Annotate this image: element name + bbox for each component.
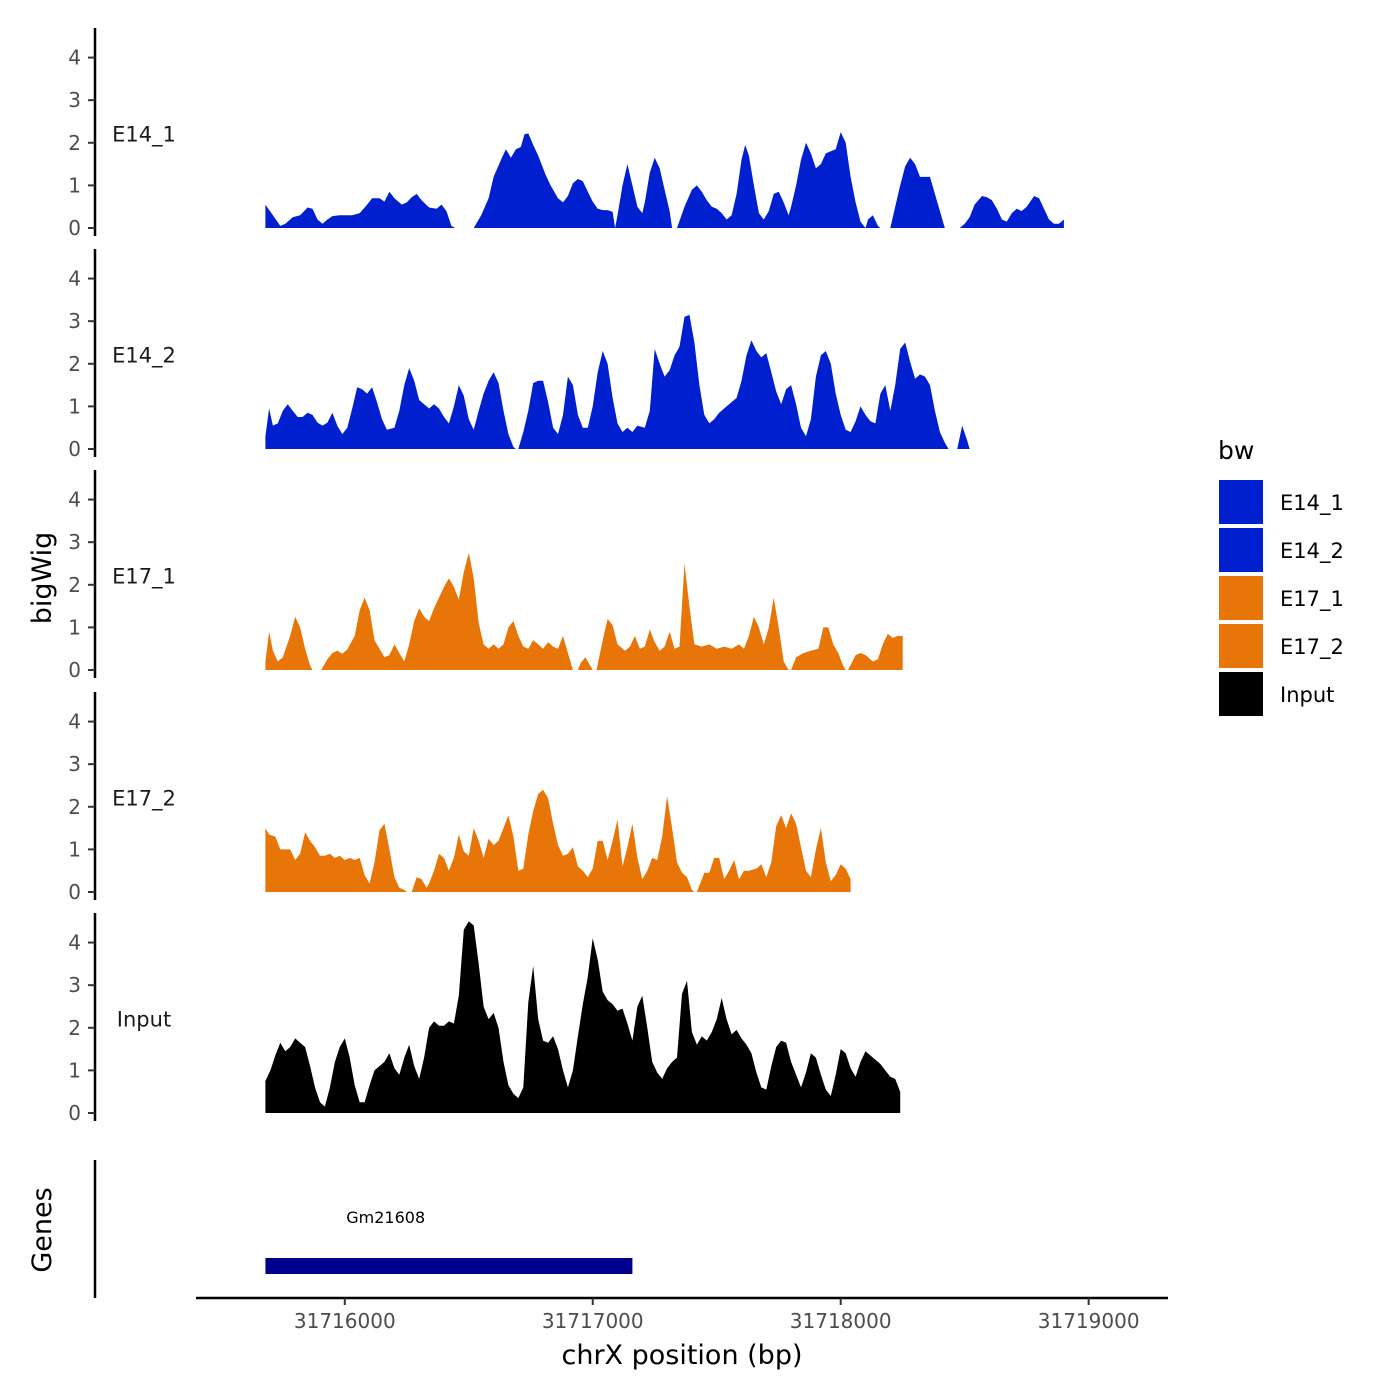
track-E17_2: 0 1 2 3 4 E17_2: [68, 692, 851, 904]
coverage-area-E14_2: [265, 314, 970, 449]
y-tick-label: 2: [68, 573, 81, 597]
legend-swatch: [1219, 624, 1263, 668]
track-E17_1: 0 1 2 3 4 E17_1: [68, 470, 903, 682]
y-tick-label: 0: [68, 658, 81, 682]
legend-label: E17_2: [1280, 635, 1344, 660]
legend-label: E14_1: [1280, 491, 1344, 516]
track-label: Input: [117, 1007, 171, 1031]
genes-track-title: Genes: [27, 1187, 58, 1272]
x-tick-label: 31719000: [1038, 1309, 1140, 1333]
coverage-area-Input: [265, 921, 901, 1113]
y-tick-label: 3: [68, 309, 81, 333]
legend-swatch: [1219, 480, 1263, 524]
x-tick-label: 31717000: [542, 1309, 644, 1333]
legend-title: bw: [1218, 436, 1254, 465]
y-tick-label: 4: [68, 710, 81, 734]
legend-label: E14_2: [1280, 539, 1344, 564]
x-tick-label: 31716000: [294, 1309, 396, 1333]
legend-label: Input: [1280, 683, 1334, 707]
y-tick-label: 2: [68, 352, 81, 376]
y-tick-label: 0: [68, 437, 81, 461]
y-tick-label: 4: [68, 267, 81, 291]
legend-label: E17_1: [1280, 587, 1344, 612]
y-tick-label: 1: [68, 394, 81, 418]
y-tick-label: 3: [68, 973, 81, 997]
y-tick-label: 4: [68, 931, 81, 955]
coverage-tracks: 0 1 2 3 4 E14_1 0 1 2 3 4 E14_2 0 1 2 3 4 E17_1 0 1 2 3 4 E17_2…: [68, 28, 1064, 1125]
y-tick-label: 1: [68, 615, 81, 639]
y-tick-label: 0: [68, 1101, 81, 1125]
legend: bw E14_1 E14_2 E17_1 E17_2 Input: [1218, 436, 1344, 716]
legend-swatch: [1219, 672, 1263, 716]
y-tick-label: 3: [68, 752, 81, 776]
y-tick-label: 0: [68, 216, 81, 240]
legend-swatch: [1219, 528, 1263, 572]
track-E14_1: 0 1 2 3 4 E14_1: [68, 28, 1064, 240]
x-tick-label: 31718000: [790, 1309, 892, 1333]
y-tick-label: 3: [68, 530, 81, 554]
coverage-area-E14_1: [265, 132, 1064, 228]
track-E14_2: 0 1 2 3 4 E14_2: [68, 249, 970, 461]
x-axis: 31716000 31717000 31718000 31719000: [196, 1296, 1168, 1333]
genes-panel: Gm21608: [93, 1160, 633, 1298]
y-axis-title: bigWig: [27, 532, 58, 625]
track-label: E17_1: [112, 564, 176, 589]
legend-swatch: [1219, 576, 1263, 620]
coverage-area-E17_1: [265, 552, 903, 670]
y-tick-label: 2: [68, 1016, 81, 1040]
y-tick-label: 1: [68, 1058, 81, 1082]
x-axis-title: chrX position (bp): [561, 1340, 802, 1371]
y-tick-label: 2: [68, 795, 81, 819]
y-tick-label: 2: [68, 131, 81, 155]
y-tick-label: 4: [68, 488, 81, 512]
track-Input: 0 1 2 3 4 Input: [68, 913, 901, 1125]
y-tick-label: 1: [68, 173, 81, 197]
gene-label: Gm21608: [346, 1208, 425, 1227]
y-tick-label: 4: [68, 46, 81, 70]
gene-bar: [265, 1258, 633, 1274]
track-label: E14_2: [112, 343, 176, 368]
coverage-area-E17_2: [265, 789, 851, 892]
track-label: E14_1: [112, 122, 176, 147]
y-tick-label: 1: [68, 837, 81, 861]
y-tick-label: 3: [68, 88, 81, 112]
y-tick-label: 0: [68, 880, 81, 904]
track-label: E17_2: [112, 786, 176, 811]
